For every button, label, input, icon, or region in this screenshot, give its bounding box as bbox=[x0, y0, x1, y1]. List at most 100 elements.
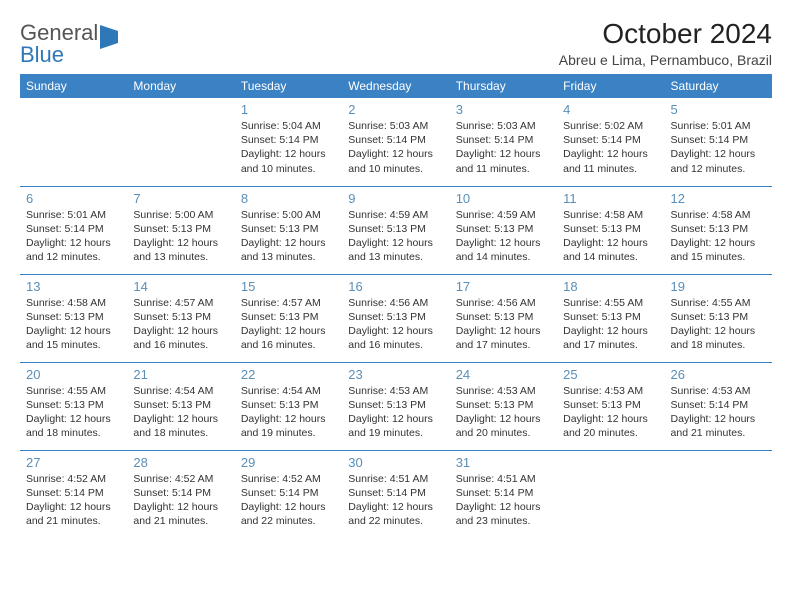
day-number: 29 bbox=[241, 455, 336, 470]
day-number: 8 bbox=[241, 191, 336, 206]
day-number: 27 bbox=[26, 455, 121, 470]
day-info: Sunrise: 4:58 AMSunset: 5:13 PMDaylight:… bbox=[563, 208, 658, 265]
calendar-cell: 5 Sunrise: 5:01 AMSunset: 5:14 PMDaylight… bbox=[665, 98, 772, 186]
calendar-body: 1 Sunrise: 5:04 AMSunset: 5:14 PMDaylight… bbox=[20, 98, 772, 538]
day-info: Sunrise: 4:53 AMSunset: 5:13 PMDaylight:… bbox=[563, 384, 658, 441]
calendar-cell: 8 Sunrise: 5:00 AMSunset: 5:13 PMDaylight… bbox=[235, 186, 342, 274]
brand-text-2: Blue bbox=[20, 42, 64, 67]
day-info: Sunrise: 4:57 AMSunset: 5:13 PMDaylight:… bbox=[241, 296, 336, 353]
weekday-header: Saturday bbox=[665, 74, 772, 98]
day-number: 16 bbox=[348, 279, 443, 294]
day-info: Sunrise: 5:01 AMSunset: 5:14 PMDaylight:… bbox=[671, 119, 766, 176]
day-number: 17 bbox=[456, 279, 551, 294]
calendar-cell: 20Sunrise: 4:55 AMSunset: 5:13 PMDayligh… bbox=[20, 362, 127, 450]
day-number: 1 bbox=[241, 102, 336, 117]
calendar-cell: 29 Sunrise: 4:52 AMSunset: 5:14 PMDayligh… bbox=[235, 450, 342, 538]
calendar-cell: 24 Sunrise: 4:53 AMSunset: 5:13 PMDayligh… bbox=[450, 362, 557, 450]
day-number: 12 bbox=[671, 191, 766, 206]
calendar-cell: 14 Sunrise: 4:57 AMSunset: 5:13 PMDayligh… bbox=[127, 274, 234, 362]
day-number: 25 bbox=[563, 367, 658, 382]
weekday-header: Sunday bbox=[20, 74, 127, 98]
day-number: 24 bbox=[456, 367, 551, 382]
brand-triangle-icon bbox=[100, 25, 118, 49]
day-info: Sunrise: 4:55 AMSunset: 5:13 PMDaylight:… bbox=[671, 296, 766, 353]
calendar-cell bbox=[20, 98, 127, 186]
day-info: Sunrise: 4:59 AMSunset: 5:13 PMDaylight:… bbox=[348, 208, 443, 265]
brand-logo: General Blue bbox=[20, 22, 118, 66]
calendar-week-row: 1 Sunrise: 5:04 AMSunset: 5:14 PMDaylight… bbox=[20, 98, 772, 186]
day-info: Sunrise: 4:55 AMSunset: 5:13 PMDaylight:… bbox=[563, 296, 658, 353]
calendar-cell: 11Sunrise: 4:58 AMSunset: 5:13 PMDayligh… bbox=[557, 186, 664, 274]
day-number: 15 bbox=[241, 279, 336, 294]
weekday-header: Friday bbox=[557, 74, 664, 98]
day-info: Sunrise: 5:01 AMSunset: 5:14 PMDaylight:… bbox=[26, 208, 121, 265]
calendar-cell bbox=[665, 450, 772, 538]
day-info: Sunrise: 4:59 AMSunset: 5:13 PMDaylight:… bbox=[456, 208, 551, 265]
calendar-cell: 30Sunrise: 4:51 AMSunset: 5:14 PMDayligh… bbox=[342, 450, 449, 538]
calendar-cell: 7 Sunrise: 5:00 AMSunset: 5:13 PMDaylight… bbox=[127, 186, 234, 274]
calendar-week-row: 13Sunrise: 4:58 AMSunset: 5:13 PMDayligh… bbox=[20, 274, 772, 362]
day-number: 2 bbox=[348, 102, 443, 117]
day-number: 9 bbox=[348, 191, 443, 206]
day-info: Sunrise: 4:53 AMSunset: 5:13 PMDaylight:… bbox=[456, 384, 551, 441]
calendar-cell bbox=[557, 450, 664, 538]
calendar-cell: 4 Sunrise: 5:02 AMSunset: 5:14 PMDaylight… bbox=[557, 98, 664, 186]
day-number: 31 bbox=[456, 455, 551, 470]
calendar-cell: 1 Sunrise: 5:04 AMSunset: 5:14 PMDaylight… bbox=[235, 98, 342, 186]
day-info: Sunrise: 5:02 AMSunset: 5:14 PMDaylight:… bbox=[563, 119, 658, 176]
calendar-cell: 9 Sunrise: 4:59 AMSunset: 5:13 PMDaylight… bbox=[342, 186, 449, 274]
day-number: 28 bbox=[133, 455, 228, 470]
day-number: 6 bbox=[26, 191, 121, 206]
calendar-cell: 6 Sunrise: 5:01 AMSunset: 5:14 PMDaylight… bbox=[20, 186, 127, 274]
day-info: Sunrise: 4:56 AMSunset: 5:13 PMDaylight:… bbox=[456, 296, 551, 353]
weekday-header: Wednesday bbox=[342, 74, 449, 98]
day-info: Sunrise: 4:52 AMSunset: 5:14 PMDaylight:… bbox=[241, 472, 336, 529]
day-info: Sunrise: 4:58 AMSunset: 5:13 PMDaylight:… bbox=[26, 296, 121, 353]
day-info: Sunrise: 4:51 AMSunset: 5:14 PMDaylight:… bbox=[348, 472, 443, 529]
calendar-cell: 21 Sunrise: 4:54 AMSunset: 5:13 PMDayligh… bbox=[127, 362, 234, 450]
calendar-header-row: SundayMondayTuesdayWednesdayThursdayFrid… bbox=[20, 74, 772, 98]
weekday-header: Tuesday bbox=[235, 74, 342, 98]
calendar-cell: 10 Sunrise: 4:59 AMSunset: 5:13 PMDayligh… bbox=[450, 186, 557, 274]
calendar-cell: 22 Sunrise: 4:54 AMSunset: 5:13 PMDayligh… bbox=[235, 362, 342, 450]
day-info: Sunrise: 4:53 AMSunset: 5:14 PMDaylight:… bbox=[671, 384, 766, 441]
weekday-header: Thursday bbox=[450, 74, 557, 98]
month-title: October 2024 bbox=[559, 18, 772, 50]
day-info: Sunrise: 5:04 AMSunset: 5:14 PMDaylight:… bbox=[241, 119, 336, 176]
calendar-cell: 15 Sunrise: 4:57 AMSunset: 5:13 PMDayligh… bbox=[235, 274, 342, 362]
day-info: Sunrise: 4:54 AMSunset: 5:13 PMDaylight:… bbox=[241, 384, 336, 441]
header: General Blue October 2024 Abreu e Lima, … bbox=[20, 18, 772, 68]
day-number: 18 bbox=[563, 279, 658, 294]
day-number: 4 bbox=[563, 102, 658, 117]
day-info: Sunrise: 5:00 AMSunset: 5:13 PMDaylight:… bbox=[133, 208, 228, 265]
day-number: 14 bbox=[133, 279, 228, 294]
calendar-cell: 17 Sunrise: 4:56 AMSunset: 5:13 PMDayligh… bbox=[450, 274, 557, 362]
calendar-cell: 12 Sunrise: 4:58 AMSunset: 5:13 PMDayligh… bbox=[665, 186, 772, 274]
day-number: 5 bbox=[671, 102, 766, 117]
calendar-cell: 2 Sunrise: 5:03 AMSunset: 5:14 PMDaylight… bbox=[342, 98, 449, 186]
day-info: Sunrise: 4:54 AMSunset: 5:13 PMDaylight:… bbox=[133, 384, 228, 441]
day-number: 10 bbox=[456, 191, 551, 206]
weekday-header: Monday bbox=[127, 74, 234, 98]
calendar-cell: 13Sunrise: 4:58 AMSunset: 5:13 PMDayligh… bbox=[20, 274, 127, 362]
calendar-cell: 3Sunrise: 5:03 AMSunset: 5:14 PMDaylight… bbox=[450, 98, 557, 186]
day-number: 3 bbox=[456, 102, 551, 117]
calendar-cell: 23Sunrise: 4:53 AMSunset: 5:13 PMDayligh… bbox=[342, 362, 449, 450]
day-number: 7 bbox=[133, 191, 228, 206]
calendar-cell: 25 Sunrise: 4:53 AMSunset: 5:13 PMDayligh… bbox=[557, 362, 664, 450]
day-info: Sunrise: 4:56 AMSunset: 5:13 PMDaylight:… bbox=[348, 296, 443, 353]
day-info: Sunrise: 4:51 AMSunset: 5:14 PMDaylight:… bbox=[456, 472, 551, 529]
calendar-week-row: 6 Sunrise: 5:01 AMSunset: 5:14 PMDaylight… bbox=[20, 186, 772, 274]
day-info: Sunrise: 4:58 AMSunset: 5:13 PMDaylight:… bbox=[671, 208, 766, 265]
day-info: Sunrise: 5:00 AMSunset: 5:13 PMDaylight:… bbox=[241, 208, 336, 265]
day-number: 21 bbox=[133, 367, 228, 382]
day-number: 19 bbox=[671, 279, 766, 294]
calendar-cell: 18 Sunrise: 4:55 AMSunset: 5:13 PMDayligh… bbox=[557, 274, 664, 362]
day-number: 22 bbox=[241, 367, 336, 382]
day-info: Sunrise: 5:03 AMSunset: 5:14 PMDaylight:… bbox=[348, 119, 443, 176]
day-info: Sunrise: 4:52 AMSunset: 5:14 PMDaylight:… bbox=[26, 472, 121, 529]
day-info: Sunrise: 4:57 AMSunset: 5:13 PMDaylight:… bbox=[133, 296, 228, 353]
calendar-cell: 19 Sunrise: 4:55 AMSunset: 5:13 PMDayligh… bbox=[665, 274, 772, 362]
day-number: 20 bbox=[26, 367, 121, 382]
calendar-cell bbox=[127, 98, 234, 186]
